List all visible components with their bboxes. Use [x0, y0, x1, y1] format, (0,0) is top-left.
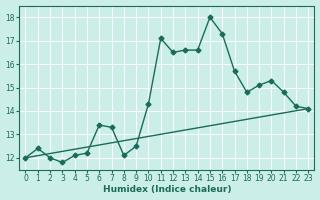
- X-axis label: Humidex (Indice chaleur): Humidex (Indice chaleur): [103, 185, 231, 194]
